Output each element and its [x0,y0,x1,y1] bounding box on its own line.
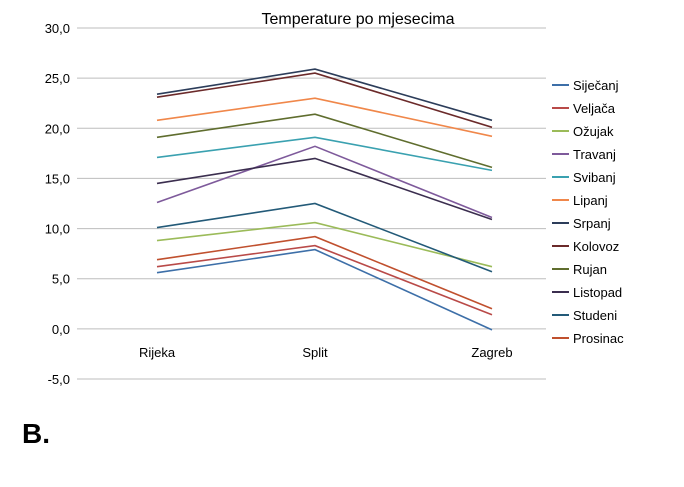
series-line-prosinac [156,235,493,310]
series-line-rujan [156,113,493,169]
x-tick-label: Rijeka [139,345,176,360]
x-tick-label: Split [302,345,328,360]
series-line-lipanj [156,97,493,138]
legend-label: Studeni [573,308,617,323]
y-tick-label: -5,0 [48,372,70,387]
gridlines [77,27,546,380]
series-line-siječanj [156,248,493,331]
x-axis-ticks: Rijeka Split Zagreb [139,345,513,360]
series-line-travanj [156,145,493,219]
y-tick-label: 20,0 [45,121,70,136]
legend-label: Srpanj [573,216,611,231]
x-tick-label: Zagreb [471,345,512,360]
series-line-studeni [156,202,493,273]
series-line-listopad [156,157,493,221]
y-tick-label: 15,0 [45,171,70,186]
legend-label: Rujan [573,262,607,277]
legend-label: Lipanj [573,193,608,208]
series-lines [156,68,493,331]
legend-label: Svibanj [573,170,616,185]
legend-label: Kolovoz [573,239,619,254]
y-tick-label: 5,0 [52,272,70,287]
y-tick-label: 10,0 [45,222,70,237]
chart-title: Temperature po mjesecima [262,11,455,28]
series-line-ožujak [156,221,493,268]
y-tick-label: 30,0 [45,21,70,36]
panel-label: B. [22,418,50,449]
legend-label: Veljača [573,101,616,116]
series-line-kolovoz [156,72,493,129]
legend-label: Travanj [573,147,616,162]
legend-label: Listopad [573,285,622,300]
series-line-veljača [156,244,493,316]
legend: Siječanj Veljača Ožujak Travanj Svibanj Lipan… [552,78,624,346]
y-tick-label: 25,0 [45,71,70,86]
legend-label: Ožujak [573,124,614,139]
legend-label: Siječanj [573,78,619,93]
legend-label: Prosinac [573,331,624,346]
series-line-svibanj [156,136,493,172]
series-line-srpanj [156,68,493,122]
y-tick-label: 0,0 [52,322,70,337]
y-axis-ticks: 30,0 25,0 20,0 15,0 10,0 5,0 0,0 -5,0 [45,21,70,387]
